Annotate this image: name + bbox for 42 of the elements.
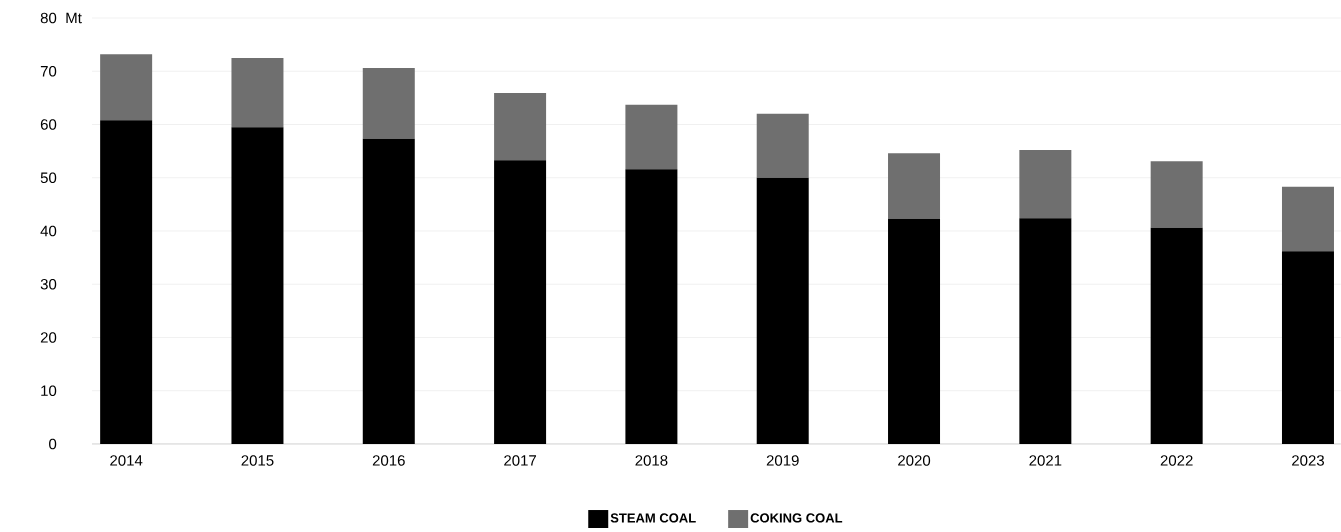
bar — [1019, 218, 1072, 444]
y-tick-label: 70 — [40, 65, 57, 77]
y-tick-label: 0 — [49, 438, 57, 450]
bar — [625, 104, 678, 170]
x-tick-label: 2017 — [504, 455, 537, 466]
y-axis-title: Mt — [66, 12, 82, 24]
x-tick-label: 2022 — [1160, 455, 1193, 466]
x-tick-label: 2020 — [898, 455, 931, 466]
y-tick-label: 10 — [41, 385, 57, 397]
bar — [1019, 150, 1072, 219]
legend-label: COKING COAL — [750, 513, 843, 523]
x-tick-label: 2023 — [1292, 455, 1324, 466]
bar — [100, 54, 153, 121]
bar — [756, 113, 809, 178]
y-tick-label: 20 — [40, 332, 57, 343]
bar — [494, 160, 547, 444]
y-tick-label: 80 — [40, 12, 57, 24]
bar — [1150, 227, 1203, 444]
bar — [1281, 186, 1334, 252]
y-tick-label: 50 — [40, 172, 57, 184]
x-tick-label: 2015 — [241, 455, 274, 466]
bar — [1150, 161, 1203, 228]
x-tick-label: 2018 — [635, 455, 668, 466]
bar — [362, 138, 415, 444]
y-tick-label: 40 — [40, 225, 57, 237]
bar — [888, 153, 941, 219]
bar — [625, 169, 678, 444]
bar — [231, 127, 284, 444]
y-tick-label: 30 — [40, 278, 57, 290]
y-tick-label: 60 — [40, 119, 57, 130]
bar — [231, 57, 284, 128]
bar — [100, 120, 153, 444]
bar — [888, 218, 941, 444]
bar — [362, 68, 415, 139]
bar — [494, 93, 547, 161]
x-tick-label: 2014 — [110, 455, 143, 466]
bar — [1281, 251, 1334, 444]
x-tick-label: 2019 — [766, 455, 799, 466]
x-tick-label: 2016 — [372, 455, 405, 466]
bar — [756, 177, 809, 444]
legend-label: STEAM COAL — [610, 513, 696, 523]
x-tick-label: 2021 — [1029, 455, 1062, 466]
